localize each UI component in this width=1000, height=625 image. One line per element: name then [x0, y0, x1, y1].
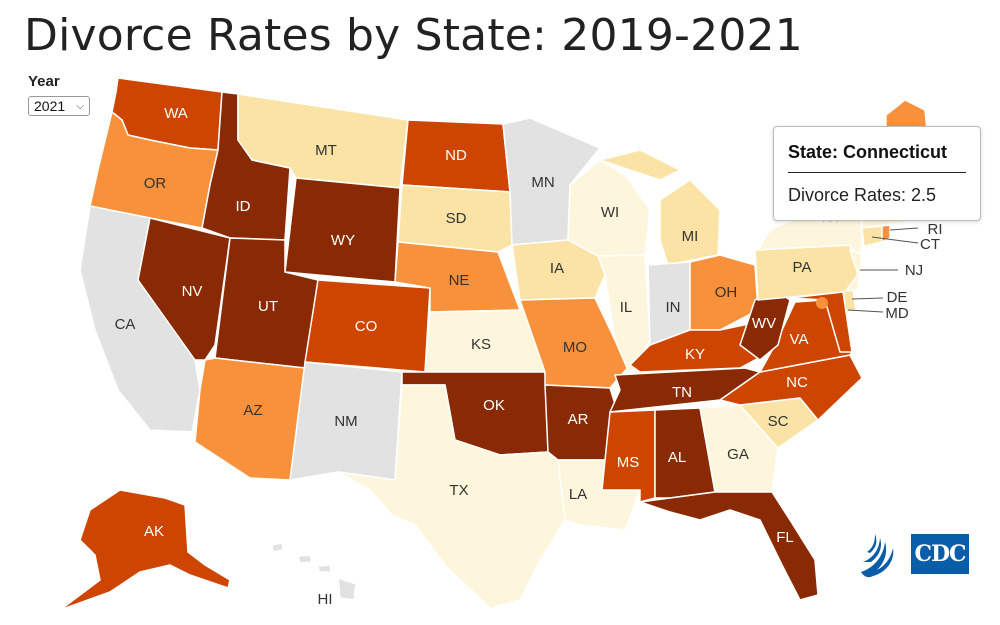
label-nj: NJ	[905, 262, 923, 279]
label-ne: NE	[449, 272, 470, 289]
state-wi[interactable]	[567, 159, 651, 257]
label-nm: NM	[334, 413, 357, 430]
leader-lines	[847, 227, 919, 313]
state-md-marker	[816, 297, 828, 309]
label-md: MD	[885, 305, 908, 322]
label-mo: MO	[563, 339, 587, 356]
label-de: DE	[887, 289, 908, 306]
label-tx: TX	[449, 482, 468, 499]
cdc-logo: CDC	[855, 528, 969, 580]
label-pa: PA	[793, 259, 812, 276]
label-ri: RI	[928, 221, 943, 238]
state-wy[interactable]	[284, 177, 401, 283]
label-sd: SD	[446, 210, 467, 227]
label-tn: TN	[672, 384, 692, 401]
label-nv: NV	[182, 283, 203, 300]
label-wa: WA	[164, 105, 188, 122]
label-az: AZ	[243, 402, 262, 419]
label-wi: WI	[601, 204, 619, 221]
label-nc: NC	[786, 374, 808, 391]
state-fl[interactable]	[639, 491, 819, 601]
label-ak: AK	[144, 523, 164, 540]
label-or: OR	[144, 175, 167, 192]
label-fl: FL	[776, 529, 794, 546]
label-ar: AR	[568, 411, 589, 428]
label-va: VA	[790, 331, 809, 348]
label-id: ID	[236, 198, 251, 215]
label-il: IL	[620, 299, 633, 316]
label-ok: OK	[483, 397, 505, 414]
label-mt: MT	[315, 142, 337, 159]
label-ky: KY	[685, 346, 705, 363]
label-in: IN	[666, 299, 681, 316]
label-ks: KS	[471, 336, 491, 353]
tooltip-rate-label: Divorce Rates: 2.5	[788, 185, 937, 205]
label-la: LA	[569, 486, 587, 503]
state-hi[interactable]	[271, 542, 357, 601]
tooltip-state-label: State: Connecticut	[788, 142, 966, 173]
label-ms: MS	[617, 454, 640, 471]
label-ca: CA	[115, 316, 136, 333]
label-oh: OH	[715, 284, 738, 301]
label-mn: MN	[531, 174, 554, 191]
label-ia: IA	[550, 260, 564, 277]
state-sd[interactable]	[397, 184, 513, 253]
year-select[interactable]: 2021 ⌵	[28, 96, 90, 116]
state-az[interactable]	[194, 357, 306, 481]
label-ga: GA	[727, 446, 749, 463]
label-sc: SC	[768, 413, 789, 430]
label-wy: WY	[331, 232, 355, 249]
cdc-wordmark: CDC	[911, 534, 969, 574]
state-ak[interactable]	[59, 489, 231, 611]
label-mi: MI	[682, 228, 699, 245]
chevron-down-icon: ⌵	[76, 100, 84, 112]
state-ct[interactable]	[861, 225, 883, 247]
state-tooltip: State: Connecticut Divorce Rates: 2.5	[773, 126, 981, 221]
hhs-eagle-icon	[861, 534, 894, 578]
label-hi: HI	[318, 591, 333, 608]
state-tx[interactable]	[337, 384, 566, 609]
year-select-value: 2021	[34, 98, 66, 114]
label-al: AL	[668, 449, 686, 466]
label-wv: WV	[752, 315, 776, 332]
year-filter-label: Year	[28, 73, 60, 90]
label-co: CO	[355, 318, 378, 335]
label-ct: CT	[920, 236, 940, 253]
label-ut: UT	[258, 298, 278, 315]
label-nd: ND	[445, 147, 467, 164]
page-title: Divorce Rates by State: 2019-2021	[24, 10, 803, 61]
